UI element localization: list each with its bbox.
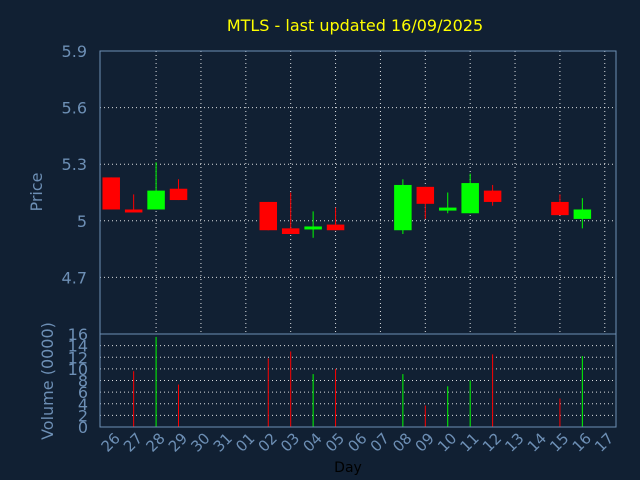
price-tick-label: 5.9	[62, 42, 87, 61]
price-tick-label: 5.6	[62, 99, 87, 118]
volume-tick-label: 16	[68, 325, 88, 344]
candle-body	[438, 207, 457, 211]
x-axis-label: Day	[334, 460, 362, 476]
volume-tick-label: 0	[78, 418, 88, 437]
candle-body	[573, 209, 592, 219]
x-axis-ticks: 2627282930310102030405060708091011121314…	[98, 429, 618, 455]
candle-body	[461, 183, 479, 214]
volume-tick-label: 10	[68, 360, 88, 379]
candle-body	[169, 188, 188, 201]
volume-tick-label: 2	[78, 406, 88, 425]
price-tick-label: 5.3	[62, 155, 87, 174]
volume-tick-label: 6	[78, 383, 88, 402]
volume-panel-frame	[99, 333, 617, 428]
price-tick-label: 5	[77, 212, 87, 231]
candle-body	[259, 201, 278, 231]
candle-body	[551, 201, 569, 216]
volume-tick-label: 14	[68, 337, 88, 356]
price-tick-label: 4.7	[62, 268, 87, 287]
volume-tick-label: 12	[68, 348, 88, 367]
candle-body	[483, 190, 502, 202]
candle-body	[326, 224, 345, 231]
chart-title: MTLS - last updated 16/09/2025	[227, 16, 483, 35]
volume-tick-label: 8	[78, 372, 88, 391]
volume-axis-label: Volume (0000)	[38, 322, 57, 440]
candle-body	[124, 209, 143, 213]
candle-body	[304, 226, 322, 230]
candle-body	[394, 184, 412, 231]
volume-tick-label: 4	[78, 395, 88, 414]
candle-body	[102, 177, 120, 210]
x-tick-label: 17	[591, 429, 617, 455]
candle-body	[147, 190, 165, 210]
price-panel: 5.9 5.6 5.3 5 4.7 Price	[27, 42, 617, 335]
price-axis-label: Price	[27, 172, 46, 211]
candle-body	[416, 186, 435, 204]
candle-body	[281, 228, 300, 235]
